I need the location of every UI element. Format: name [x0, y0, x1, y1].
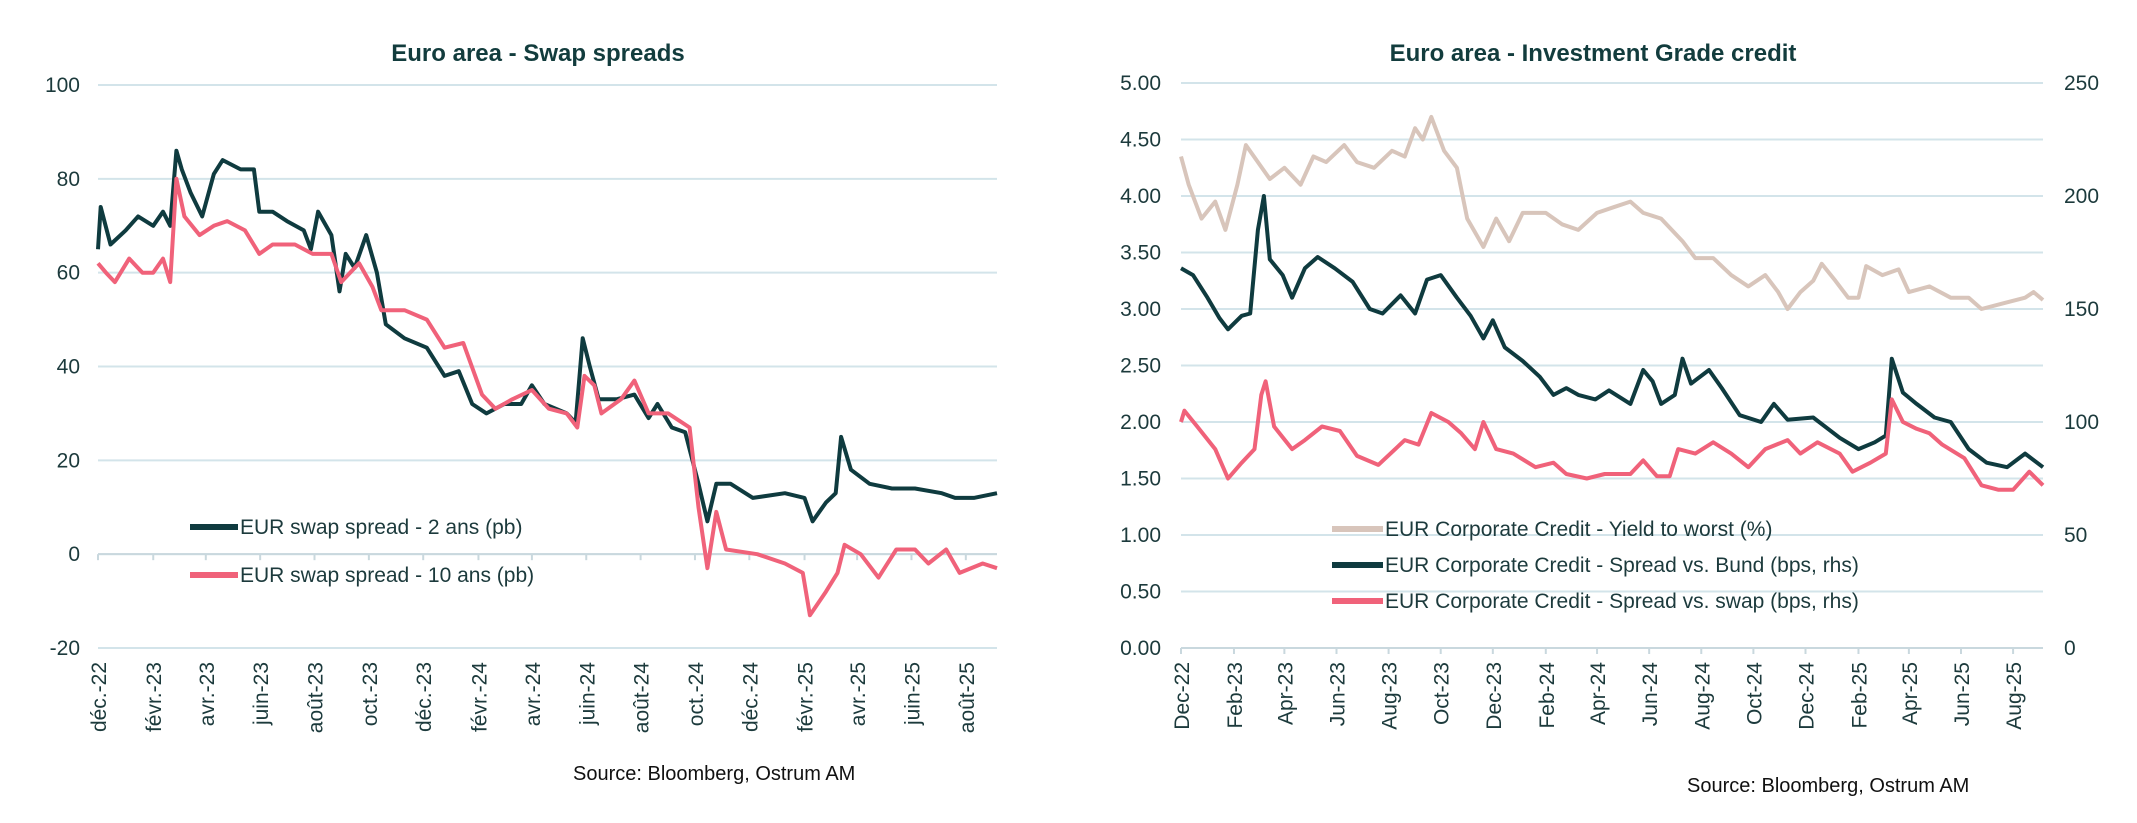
x-tick-label: Feb-25: [1848, 662, 1871, 729]
y-tick-label: 4.50: [1120, 129, 1161, 152]
x-tick-label: avr.-24: [522, 662, 545, 727]
chart-1: Euro area - Swap spreads 100 80 60 40 20 0 -20 d…: [45, 40, 998, 785]
x-tick-label: Dec-23: [1483, 662, 1506, 730]
x-tick-label: Jun-25: [1951, 662, 1974, 726]
legend-label: EUR Corporate Credit - Spread vs. Bund (…: [1385, 554, 1859, 577]
y-tick-label: 3.50: [1120, 242, 1161, 265]
chart-title: Euro area - Investment Grade credit: [1390, 40, 1797, 67]
x-tick-label: juin-23: [250, 662, 273, 726]
x-tick-label: févr.-24: [468, 662, 491, 732]
x-tick-label: Oct-23: [1431, 662, 1454, 725]
x-tick-label: Apr-23: [1274, 662, 1297, 725]
y2-tick-label: 250: [2064, 72, 2099, 95]
x-tick-label: Aug-24: [1691, 662, 1714, 730]
x-tick-label: avr.-23: [196, 662, 219, 726]
y-tick-label: 80: [57, 168, 80, 191]
x-tick-label: juin-25: [901, 662, 924, 726]
x-tick-label: Aug-23: [1379, 662, 1402, 730]
legend-label: EUR swap spread - 10 ans (pb): [240, 564, 534, 587]
chart-title: Euro area - Swap spreads: [391, 40, 684, 67]
y2-tick-label: 200: [2064, 185, 2099, 208]
x-tick-label: Jun-24: [1639, 662, 1662, 727]
x-tick-label: déc.-22: [88, 662, 111, 732]
series-line-1: [1179, 114, 2045, 311]
y-tick-label: -20: [50, 637, 80, 660]
x-tick-label: Feb-24: [1536, 662, 1559, 729]
x-tick-label: Apr-25: [1899, 662, 1922, 725]
y2-tick-label: 150: [2064, 298, 2099, 321]
y-tick-label: 40: [57, 356, 80, 379]
x-tick-label: Aug-25: [2003, 662, 2026, 730]
legend-label: EUR swap spread - 2 ans (pb): [240, 516, 522, 539]
y-tick-label: 0: [68, 543, 80, 566]
y-tick-label: 2.00: [1120, 411, 1161, 434]
source-note: Source: Bloomberg, Ostrum AM: [1687, 775, 1969, 797]
y2-tick-label: 50: [2064, 524, 2087, 547]
y-tick-label: 4.00: [1120, 185, 1161, 208]
y-tick-label: 2.50: [1120, 355, 1161, 378]
series-line-1: [96, 148, 998, 524]
y2-tick-label: 0: [2064, 637, 2076, 660]
legend-label: EUR Corporate Credit - Spread vs. swap (…: [1385, 590, 1859, 613]
chart-2: Euro area - Investment Grade credit 5.00 4…: [1120, 40, 2099, 797]
series-line-2: [1180, 194, 2045, 470]
x-tick-label: Oct-24: [1743, 662, 1766, 725]
y-tick-label: 100: [45, 74, 80, 97]
x-tick-label: juin-24: [576, 662, 599, 726]
series-line-3: [1179, 379, 2045, 492]
x-tick-label: déc.-23: [413, 662, 436, 732]
x-tick-label: oct.-24: [685, 662, 708, 727]
y-tick-label: 3.00: [1120, 298, 1161, 321]
x-tick-label: déc.-24: [739, 662, 762, 732]
x-tick-label: avr.-25: [847, 662, 870, 726]
y-tick-label: 1.00: [1120, 524, 1161, 547]
y-tick-label: 60: [57, 262, 80, 285]
x-tick-label: févr.-23: [143, 662, 166, 732]
y-tick-label: 0.00: [1120, 637, 1161, 660]
x-tick-label: août-23: [305, 662, 328, 733]
y-tick-label: 1.50: [1120, 468, 1161, 491]
x-tick-label: Apr-24: [1587, 662, 1610, 725]
x-tick-label: août-25: [956, 662, 979, 733]
x-tick-label: Dec-24: [1796, 662, 1819, 730]
series-line-2: [96, 176, 998, 618]
x-tick-label: oct.-23: [359, 662, 382, 726]
y-tick-label: 5.00: [1120, 72, 1161, 95]
source-note: Source: Bloomberg, Ostrum AM: [573, 763, 855, 785]
y-tick-label: 20: [57, 449, 80, 472]
x-tick-label: août-24: [631, 662, 654, 734]
y2-tick-label: 100: [2064, 411, 2099, 434]
x-tick-label: Dec-22: [1171, 662, 1194, 730]
x-tick-label: Jun-23: [1326, 662, 1349, 726]
y-tick-label: 0.50: [1120, 581, 1161, 604]
x-tick-label: févr.-25: [795, 662, 818, 732]
x-tick-label: Feb-23: [1224, 662, 1247, 729]
legend-label: EUR Corporate Credit - Yield to worst (%…: [1385, 518, 1772, 541]
